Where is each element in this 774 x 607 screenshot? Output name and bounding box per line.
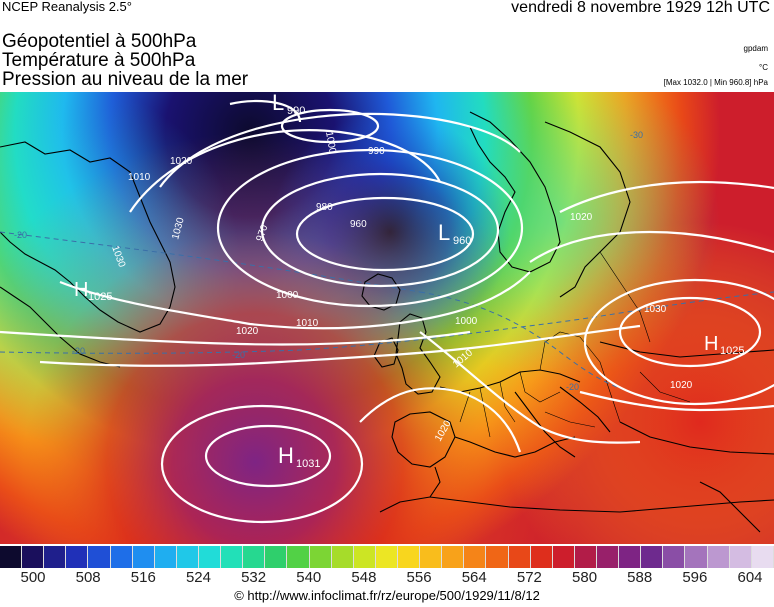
isobar-label: 1020 <box>236 326 259 337</box>
isobar-label: 1020 <box>570 212 593 223</box>
color-swatch <box>88 546 111 568</box>
color-scale-tick: 524 <box>185 569 211 586</box>
isobars <box>0 99 774 524</box>
color-swatch <box>22 546 45 568</box>
title-pressure: Pression au niveau de la mer <box>2 69 249 90</box>
color-swatch <box>221 546 244 568</box>
isobar-label: 1010 <box>296 318 319 329</box>
color-scale-tick: 572 <box>516 569 542 586</box>
temperature-label: -20 <box>566 382 579 392</box>
isobar-label: 1020 <box>670 380 693 391</box>
temperature-labels: -20 -20 -20 -30 -20 <box>14 130 643 392</box>
color-scale-tick: 580 <box>572 569 598 586</box>
temperature-isotherms <box>0 231 774 393</box>
color-swatch <box>375 546 398 568</box>
color-swatch <box>486 546 509 568</box>
isobar-label: 1000 <box>323 131 338 155</box>
color-swatch <box>397 546 421 568</box>
color-swatch <box>574 546 597 568</box>
color-swatch <box>154 546 177 568</box>
title-temperature: Température à 500hPa <box>2 50 196 71</box>
color-swatch <box>331 546 354 568</box>
title-geopotential: Géopotentiel à 500hPa <box>2 31 197 52</box>
color-swatch <box>420 546 443 568</box>
color-swatch <box>751 546 774 568</box>
color-scale-tick: 532 <box>241 569 267 586</box>
color-scale-tick: 540 <box>296 569 322 586</box>
color-swatch <box>309 546 332 568</box>
isobar-label: 1030 <box>644 304 667 315</box>
color-swatch <box>685 546 708 568</box>
color-swatch <box>442 546 465 568</box>
color-scale-tick: 500 <box>20 569 46 586</box>
high-value: 1025 <box>88 291 112 303</box>
date-time-label: vendredi 8 novembre 1929 12h UTC <box>511 0 770 16</box>
color-swatch <box>619 546 642 568</box>
unit-geopotential: gpdam <box>743 44 768 53</box>
isobar-label: 990 <box>368 146 385 157</box>
color-scale-tick: 516 <box>130 569 156 586</box>
low-value: 990 <box>287 105 305 117</box>
weather-map: 1000 990 980 970 960 1010 1020 1030 1000… <box>0 92 774 544</box>
color-swatch <box>132 546 155 568</box>
high-letter: H <box>74 279 88 301</box>
color-swatch <box>641 546 664 568</box>
eastern-high-shading <box>0 92 774 544</box>
color-scale-ticks: 500 508 516 524 532 540 548 556 564 572 580 588 596 6… <box>0 569 774 587</box>
high-center-azores: H 1031 <box>278 443 320 470</box>
color-scale-tick: 508 <box>75 569 101 586</box>
color-swatch <box>110 546 133 568</box>
temperature-label: -30 <box>630 130 643 140</box>
color-swatch <box>176 546 199 568</box>
credit-url: © http://www.infoclimat.fr/rz/europe/500… <box>234 588 540 603</box>
color-swatch <box>596 546 620 568</box>
low-value: 960 <box>453 235 471 247</box>
high-value: 1031 <box>296 458 320 470</box>
temperature-label: -20 <box>14 230 27 240</box>
isobar-label: 1010 <box>128 172 151 183</box>
low-center-north: L 990 <box>272 92 305 117</box>
high-value: 1025 <box>720 345 744 357</box>
color-swatch <box>66 546 89 568</box>
color-scale-tick: 588 <box>627 569 653 586</box>
color-swatch <box>265 546 288 568</box>
color-swatch <box>552 546 575 568</box>
color-scale-tick: 564 <box>461 569 487 586</box>
high-letter: H <box>278 443 294 468</box>
color-scale-tick: 556 <box>406 569 432 586</box>
color-scale-bar <box>0 546 774 568</box>
color-swatch <box>0 546 23 568</box>
color-swatch <box>243 546 266 568</box>
color-scale-tick: 548 <box>351 569 377 586</box>
isobar-label: 960 <box>350 219 367 230</box>
color-swatch <box>287 546 310 568</box>
temperature-label: -20 <box>232 350 245 360</box>
color-swatch <box>530 546 553 568</box>
color-swatch <box>198 546 222 568</box>
isobar-label: 980 <box>316 202 333 213</box>
high-letter: H <box>704 333 718 355</box>
color-swatch <box>729 546 752 568</box>
high-center-greenland: H 1025 <box>74 279 112 303</box>
low-letter: L <box>272 92 284 115</box>
color-swatch <box>508 546 531 568</box>
color-scale-tick: 604 <box>737 569 763 586</box>
source-label: NCEP Reanalysis 2.5° <box>2 0 132 14</box>
low-letter: L <box>438 220 450 245</box>
color-swatch <box>464 546 487 568</box>
isobar-label: 1000 <box>276 290 299 301</box>
temperature-label: -20 <box>72 346 85 356</box>
high-center-east: H 1025 <box>704 333 744 357</box>
color-swatch <box>44 546 67 568</box>
color-scale-tick: 596 <box>682 569 708 586</box>
color-swatch <box>707 546 730 568</box>
color-swatch <box>663 546 686 568</box>
low-center-iceland: L 960 <box>438 220 471 247</box>
unit-pressure-range: [Max 1032.0 | Min 960.8] hPa <box>663 78 768 87</box>
color-swatch <box>353 546 376 568</box>
isobar-label: 1020 <box>170 156 193 167</box>
isobar-label: 1000 <box>455 316 478 327</box>
unit-temperature: °C <box>759 63 768 72</box>
